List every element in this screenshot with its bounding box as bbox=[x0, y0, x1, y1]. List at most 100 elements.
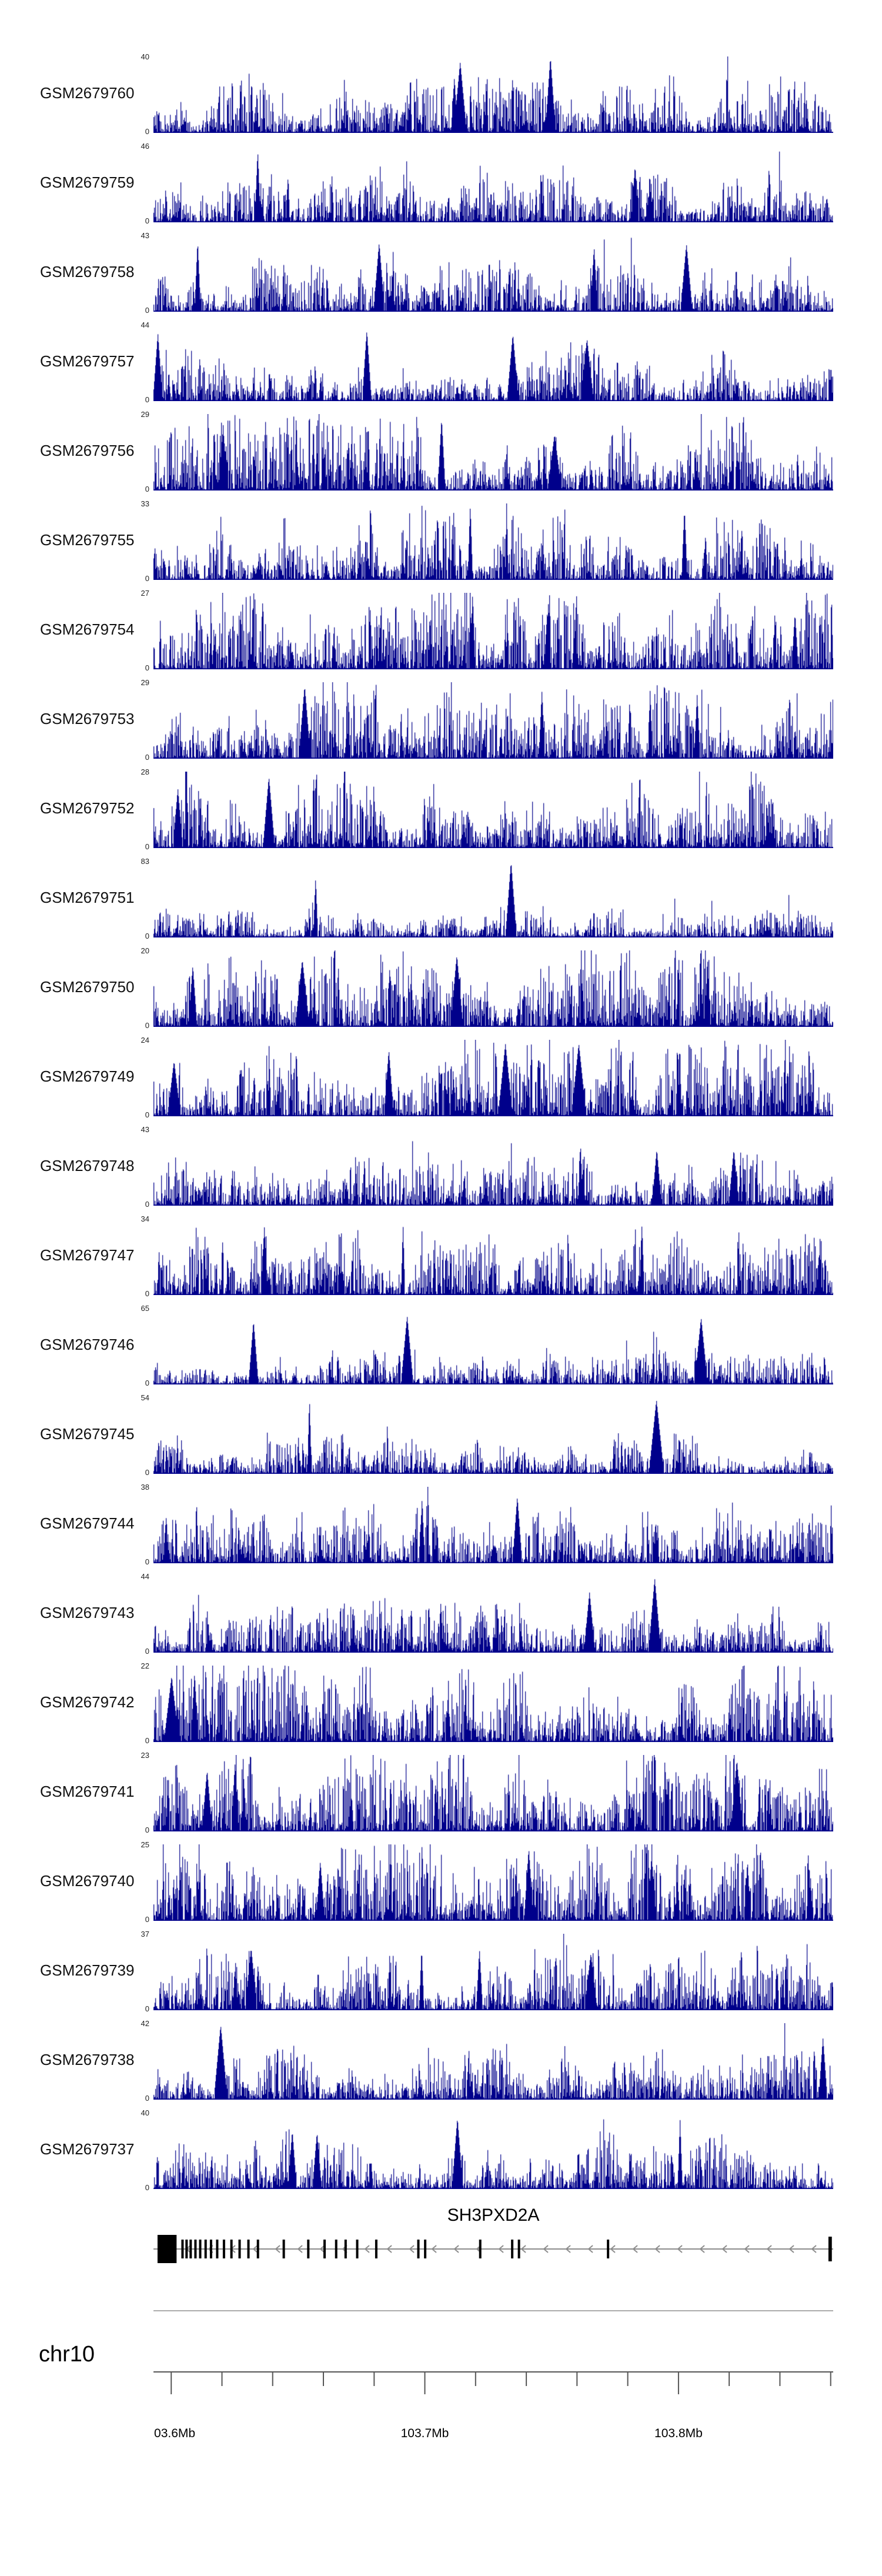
coverage-signal-plot bbox=[153, 1755, 833, 1831]
track-ymax-value: 22 bbox=[141, 1661, 149, 1670]
coverage-signal-plot bbox=[153, 772, 833, 848]
track-ymin-value: 0 bbox=[145, 574, 149, 583]
coverage-signal-plot bbox=[153, 1487, 833, 1563]
track-ymin-value: 0 bbox=[145, 1915, 149, 1924]
strand-arrows bbox=[163, 2245, 817, 2253]
track-sample-label: GSM2679749 bbox=[40, 1067, 135, 1085]
track-sample-label: GSM2679738 bbox=[40, 2051, 135, 2068]
track-sample-label: GSM2679746 bbox=[40, 1336, 135, 1353]
track-sample-label: GSM2679760 bbox=[40, 84, 135, 102]
track-ymin-value: 0 bbox=[145, 2004, 149, 2013]
exon bbox=[323, 2240, 326, 2258]
coverage-signal-plot bbox=[153, 682, 833, 759]
exon bbox=[238, 2240, 241, 2258]
genome-axis-track: 103.6Mb 103.7Mb 103.8Mb bbox=[153, 2371, 833, 2440]
coverage-signal-plot bbox=[153, 1934, 833, 2010]
track-ymin-value: 0 bbox=[145, 127, 149, 136]
signal-track-row: GSM2679739 37 0 bbox=[0, 1930, 882, 2023]
track-ymax-value: 54 bbox=[141, 1393, 149, 1402]
coverage-signal-plot bbox=[153, 235, 833, 312]
exon bbox=[204, 2240, 207, 2258]
exon bbox=[479, 2240, 482, 2258]
track-sample-label: GSM2679758 bbox=[40, 263, 135, 281]
coverage-signal-plot bbox=[153, 1308, 833, 1384]
signal-track-row: GSM2679754 27 0 bbox=[0, 589, 882, 682]
signal-track-row: GSM2679757 44 0 bbox=[0, 321, 882, 414]
gene-model-track bbox=[153, 2235, 833, 2263]
coverage-signal-plot bbox=[153, 56, 833, 133]
chromosome-label: chr10 bbox=[39, 2342, 95, 2367]
track-sample-label: GSM2679743 bbox=[40, 1604, 135, 1621]
axis-tick-label: 103.7Mb bbox=[401, 2427, 449, 2440]
coverage-signal-plot bbox=[153, 146, 833, 222]
track-ymax-value: 34 bbox=[141, 1214, 149, 1223]
exon bbox=[181, 2240, 184, 2258]
track-sample-label: GSM2679759 bbox=[40, 173, 135, 191]
signal-track-row: GSM2679740 25 0 bbox=[0, 1840, 882, 1934]
coverage-signal-plot bbox=[153, 1219, 833, 1295]
track-ymax-value: 28 bbox=[141, 768, 149, 776]
exon bbox=[194, 2240, 197, 2258]
track-sample-label: GSM2679747 bbox=[40, 1246, 135, 1264]
track-ymax-value: 38 bbox=[141, 1483, 149, 1491]
track-ymin-value: 0 bbox=[145, 2183, 149, 2192]
track-ymax-value: 24 bbox=[141, 1036, 149, 1045]
track-ymin-value: 0 bbox=[145, 1379, 149, 1387]
track-ymax-value: 29 bbox=[141, 678, 149, 687]
gene-title: SH3PXD2A bbox=[447, 2205, 540, 2225]
signal-track-row: GSM2679748 43 0 bbox=[0, 1125, 882, 1219]
track-ymax-value: 33 bbox=[141, 499, 149, 508]
coverage-signal-plot bbox=[153, 325, 833, 401]
signal-track-row: GSM2679747 34 0 bbox=[0, 1214, 882, 1308]
coverage-signal-plot bbox=[153, 1129, 833, 1206]
track-sample-label: GSM2679745 bbox=[40, 1425, 135, 1443]
exon bbox=[185, 2240, 188, 2258]
track-ymax-value: 46 bbox=[141, 142, 149, 151]
track-ymin-value: 0 bbox=[145, 216, 149, 225]
track-sample-label: GSM2679757 bbox=[40, 352, 135, 370]
coverage-signal-plot bbox=[153, 414, 833, 490]
track-ymax-value: 23 bbox=[141, 1751, 149, 1760]
track-ymax-value: 83 bbox=[141, 857, 149, 866]
track-ymin-value: 0 bbox=[145, 1736, 149, 1745]
signal-track-row: GSM2679756 29 0 bbox=[0, 410, 882, 503]
exon bbox=[356, 2240, 359, 2258]
track-ymax-value: 65 bbox=[141, 1304, 149, 1313]
exon bbox=[828, 2237, 832, 2261]
coverage-signal-plot bbox=[153, 503, 833, 580]
coverage-signal-plot bbox=[153, 1576, 833, 1653]
signal-track-row: GSM2679737 40 0 bbox=[0, 2108, 882, 2202]
exon bbox=[199, 2240, 202, 2258]
track-ymax-value: 25 bbox=[141, 1840, 149, 1849]
track-ymax-value: 40 bbox=[141, 2108, 149, 2117]
axis-tick-labels: 103.6Mb 103.7Mb 103.8Mb bbox=[153, 2427, 703, 2440]
signal-track-row: GSM2679755 33 0 bbox=[0, 499, 882, 593]
signal-track-row: GSM2679758 43 0 bbox=[0, 231, 882, 325]
coverage-signal-plot bbox=[153, 1397, 833, 1474]
track-ymin-value: 0 bbox=[145, 1289, 149, 1298]
track-ymin-value: 0 bbox=[145, 306, 149, 315]
track-sample-label: GSM2679742 bbox=[40, 1693, 135, 1711]
track-ymax-value: 44 bbox=[141, 321, 149, 329]
signal-track-row: GSM2679749 24 0 bbox=[0, 1036, 882, 1129]
signal-track-row: GSM2679760 40 0 bbox=[0, 52, 882, 146]
signal-track-row: GSM2679745 54 0 bbox=[0, 1393, 882, 1487]
exon bbox=[417, 2240, 420, 2258]
track-ymin-value: 0 bbox=[145, 1200, 149, 1209]
track-ymin-value: 0 bbox=[145, 1021, 149, 1030]
track-sample-label: GSM2679756 bbox=[40, 442, 135, 459]
axis-separator-line bbox=[153, 2310, 833, 2311]
signal-track-row: GSM2679752 28 0 bbox=[0, 768, 882, 861]
exon bbox=[157, 2235, 177, 2263]
exon bbox=[424, 2240, 427, 2258]
coverage-signal-plot bbox=[153, 950, 833, 1027]
track-sample-label: GSM2679753 bbox=[40, 710, 135, 728]
track-sample-label: GSM2679750 bbox=[40, 978, 135, 996]
signal-track-row: GSM2679759 46 0 bbox=[0, 142, 882, 235]
track-sample-label: GSM2679751 bbox=[40, 889, 135, 906]
exon bbox=[189, 2240, 192, 2258]
coverage-signal-plot bbox=[153, 593, 833, 669]
coverage-signal-plot bbox=[153, 861, 833, 937]
coverage-signal-plot bbox=[153, 1844, 833, 1921]
signal-track-row: GSM2679744 38 0 bbox=[0, 1483, 882, 1576]
